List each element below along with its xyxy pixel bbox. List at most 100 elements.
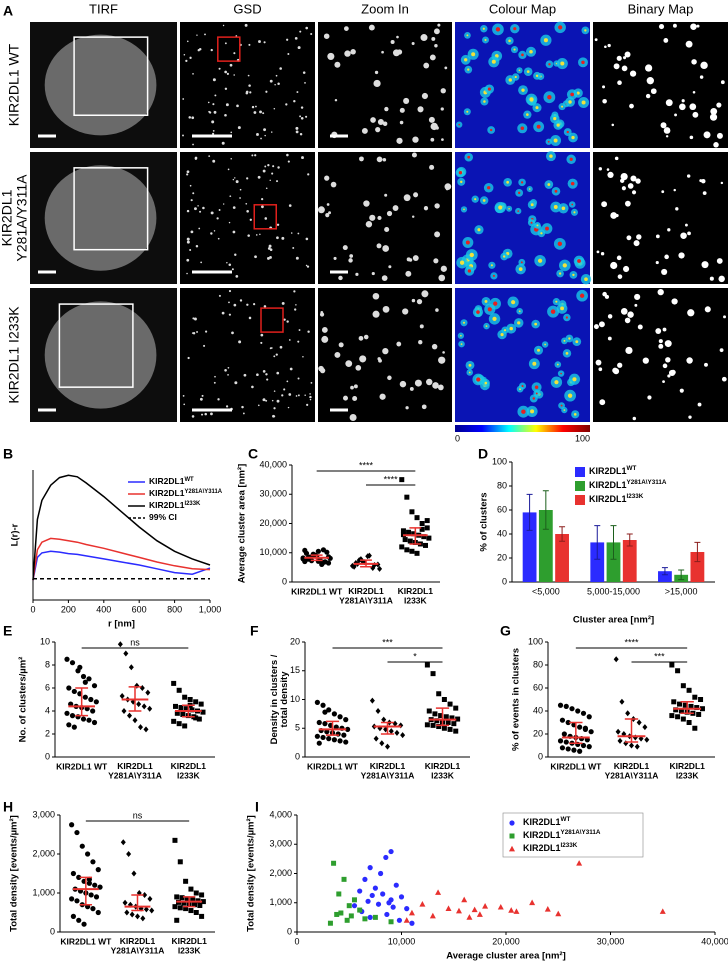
- speckle: [435, 308, 439, 312]
- data-point: [586, 744, 592, 750]
- density-core: [534, 322, 538, 326]
- speckle: [376, 156, 383, 163]
- density-core: [484, 38, 487, 41]
- speckle: [377, 215, 382, 221]
- data-point: [184, 706, 189, 712]
- data-point: [91, 683, 98, 689]
- x-tick-label: 40,000: [701, 936, 728, 946]
- data-point: [619, 698, 625, 705]
- data-point: [66, 722, 72, 728]
- legend-swatch: [575, 495, 585, 505]
- speckle: [274, 84, 276, 86]
- density-core: [483, 100, 486, 103]
- speckle: [667, 228, 671, 232]
- speckle: [191, 116, 195, 120]
- panel-letter: A: [3, 3, 13, 19]
- data-point: [576, 860, 583, 866]
- text-line: Y281A\Y311A: [111, 946, 165, 956]
- speckle: [208, 110, 211, 113]
- speckle: [441, 138, 444, 141]
- data-point: [634, 743, 640, 750]
- density-core: [566, 130, 569, 134]
- speckle: [418, 340, 423, 345]
- data-point: [688, 703, 694, 709]
- data-point: [682, 702, 688, 708]
- speckle: [594, 38, 598, 42]
- y-tick-label: 20,000: [259, 518, 287, 528]
- speckle: [349, 413, 357, 421]
- y-axis-label: No. of clusters/µm²: [18, 657, 29, 743]
- data-point: [191, 902, 197, 908]
- speckle: [227, 168, 230, 171]
- x-tick-label: KIR2DL1 I233K: [171, 936, 207, 955]
- data-point: [642, 724, 648, 731]
- data-point: [178, 705, 184, 711]
- speckle: [433, 28, 440, 35]
- data-point: [381, 716, 387, 723]
- speckle: [257, 175, 261, 179]
- data-point: [176, 721, 182, 727]
- data-point: [453, 705, 459, 711]
- micrograph: [180, 288, 315, 422]
- legend-sup: I233K: [184, 501, 201, 507]
- data-point: [408, 909, 415, 916]
- data-point: [692, 725, 698, 731]
- speckle: [297, 394, 300, 397]
- data-point: [345, 726, 351, 733]
- speckle: [224, 70, 227, 74]
- speckle: [260, 333, 264, 337]
- data-point: [367, 865, 373, 871]
- density-core: [581, 100, 586, 105]
- x-tick-label: 200: [61, 604, 76, 614]
- density-core: [558, 272, 562, 275]
- legend-name: KIR2DL1: [149, 500, 185, 510]
- speckle: [713, 142, 719, 148]
- density-core: [529, 49, 533, 54]
- data-point: [198, 701, 204, 707]
- density-core: [484, 381, 488, 385]
- data-point: [565, 746, 571, 752]
- data-point: [343, 717, 349, 723]
- data-point: [673, 707, 679, 713]
- data-point: [435, 889, 442, 895]
- speckle: [601, 201, 608, 208]
- x-axis-label: r [nm]: [108, 619, 135, 630]
- speckle: [262, 370, 266, 373]
- data-point: [615, 728, 621, 735]
- data-point: [320, 702, 326, 708]
- speckle: [186, 258, 190, 262]
- density-core: [561, 206, 566, 211]
- speckle: [634, 303, 638, 307]
- speckle: [293, 100, 296, 103]
- panel-letter: D: [478, 446, 488, 462]
- y-tick-label: 5: [295, 723, 300, 733]
- data-point: [398, 894, 405, 900]
- speckle: [267, 256, 270, 260]
- density-core: [458, 123, 461, 126]
- speckle: [373, 79, 381, 88]
- speckle: [239, 188, 242, 191]
- speckle: [602, 85, 606, 89]
- y-axis-label: Total density [events/µm²]: [246, 815, 257, 932]
- speckle: [306, 403, 309, 406]
- speckle: [686, 357, 693, 364]
- speckle: [421, 404, 427, 410]
- speckle: [626, 235, 632, 241]
- speckle: [607, 43, 611, 48]
- data-point: [451, 721, 457, 727]
- speckle: [334, 61, 341, 68]
- data-point: [81, 921, 87, 927]
- speckle: [228, 313, 231, 316]
- speckle: [593, 324, 599, 330]
- density-core: [532, 361, 537, 366]
- data-point: [71, 724, 77, 730]
- speckle: [355, 364, 362, 371]
- x-tick-label: 0: [294, 936, 299, 946]
- legend-swatch: [575, 481, 585, 491]
- data-point: [176, 687, 182, 693]
- significance-label: ns: [133, 810, 143, 820]
- data-point: [69, 713, 76, 719]
- speckle: [349, 254, 354, 258]
- speckle: [326, 203, 330, 206]
- data-point: [411, 531, 417, 537]
